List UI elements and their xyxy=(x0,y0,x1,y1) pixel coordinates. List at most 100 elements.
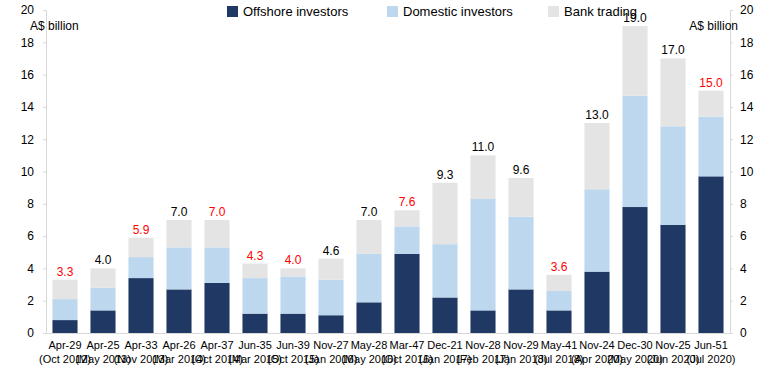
category-line: Dec-30 xyxy=(617,339,652,351)
total-label: 9.6 xyxy=(513,163,530,177)
tick-label: 14 xyxy=(21,100,35,114)
bar xyxy=(432,244,457,297)
bar xyxy=(280,314,305,333)
tick: 16 xyxy=(730,68,754,82)
tick-label: 0 xyxy=(740,326,747,340)
tick-label: 12 xyxy=(740,133,754,147)
tick-mark xyxy=(43,268,46,269)
category-line: Nov-24 xyxy=(579,339,614,351)
bar xyxy=(660,58,685,126)
tick: 20 xyxy=(730,3,754,17)
total-label: 15.0 xyxy=(699,76,723,90)
category-line: Jun-51 xyxy=(694,339,728,351)
category-line: Nov-28 xyxy=(465,339,500,351)
category-line: Mar-47 xyxy=(390,339,425,351)
bar xyxy=(698,91,723,117)
category-line: Apr-29 xyxy=(48,339,81,351)
bar xyxy=(52,320,77,333)
tick-mark xyxy=(43,333,46,334)
bar xyxy=(508,178,533,217)
total-label: 13.0 xyxy=(585,108,609,122)
bar xyxy=(166,247,191,289)
tick: 10 xyxy=(730,165,754,179)
bar xyxy=(318,280,343,316)
tick-mark xyxy=(43,172,46,173)
bar xyxy=(698,117,723,177)
bar xyxy=(584,189,609,271)
tick-mark xyxy=(43,75,46,76)
tick-mark xyxy=(43,236,46,237)
tick-mark xyxy=(43,301,46,302)
tick: 0 xyxy=(27,326,46,340)
axis-line xyxy=(731,11,734,334)
bar xyxy=(546,310,571,333)
tick: 16 xyxy=(21,68,46,82)
tick: 12 xyxy=(730,133,754,147)
tick: Jun-51 (Jul 2020) xyxy=(687,333,736,365)
bar xyxy=(280,268,305,276)
bar xyxy=(356,254,381,302)
legend-swatch xyxy=(387,6,398,17)
tick: 14 xyxy=(730,100,754,114)
total-label: 7.0 xyxy=(209,205,226,219)
bar xyxy=(546,291,571,310)
tick-label: 18 xyxy=(21,36,35,50)
bar xyxy=(508,289,533,333)
bar xyxy=(242,278,267,314)
bar xyxy=(128,238,153,257)
axis: 02468101214161820 xyxy=(730,3,754,340)
category-line: Nov-29 xyxy=(503,339,538,351)
tick-label: 20 xyxy=(740,3,754,17)
tick: 18 xyxy=(730,36,754,50)
category-line: May-41 xyxy=(541,339,578,351)
category-line: Apr-33 xyxy=(124,339,157,351)
tick-mark xyxy=(730,301,733,302)
tick-mark xyxy=(43,204,46,205)
bar xyxy=(204,247,229,283)
bar xyxy=(90,288,115,311)
tick-label: 2 xyxy=(27,294,34,308)
tick-label: 8 xyxy=(740,197,747,211)
category-line: Apr-25 xyxy=(86,339,119,351)
bar xyxy=(90,268,115,287)
bar xyxy=(52,299,77,320)
tick: 12 xyxy=(21,133,46,147)
bar xyxy=(204,283,229,333)
tick: 6 xyxy=(27,229,46,243)
category-line: Apr-26 xyxy=(162,339,195,351)
category-line: Jun-35 xyxy=(238,339,272,351)
tick-mark xyxy=(730,172,733,173)
bar xyxy=(318,259,343,280)
bars xyxy=(52,26,723,333)
bar xyxy=(166,220,191,247)
chart: 3.34.05.97.07.04.34.04.67.07.69.311.09.6… xyxy=(0,0,768,389)
bar xyxy=(166,289,191,333)
total-label: 4.0 xyxy=(285,253,302,267)
bar xyxy=(584,123,609,189)
bar xyxy=(622,26,647,95)
bar xyxy=(356,220,381,254)
tick-mark xyxy=(43,139,46,140)
total-label: 3.6 xyxy=(551,260,568,274)
bar xyxy=(242,314,267,333)
tick-label: 16 xyxy=(740,68,754,82)
total-label: 5.9 xyxy=(133,223,150,237)
category-line: Nov-27 xyxy=(313,339,348,351)
total-labels: 3.34.05.97.07.04.34.04.67.07.69.311.09.6… xyxy=(57,11,723,279)
category-line: Jun-39 xyxy=(276,339,310,351)
bar xyxy=(470,310,495,333)
total-label: 7.0 xyxy=(171,205,188,219)
bar xyxy=(394,226,419,253)
category-line: (Jul 2020) xyxy=(687,353,736,365)
category-label: Jun-51 (Jul 2020) xyxy=(687,339,736,365)
series-bars xyxy=(52,96,723,320)
bar xyxy=(432,183,457,244)
total-label: 11.0 xyxy=(472,140,495,154)
legend-swatch xyxy=(227,6,238,17)
tick: 10 xyxy=(21,165,46,179)
bar xyxy=(546,275,571,291)
bar xyxy=(394,210,419,226)
bar xyxy=(280,276,305,313)
category-line: Apr-37 xyxy=(200,339,233,351)
tick-label: 0 xyxy=(27,326,34,340)
